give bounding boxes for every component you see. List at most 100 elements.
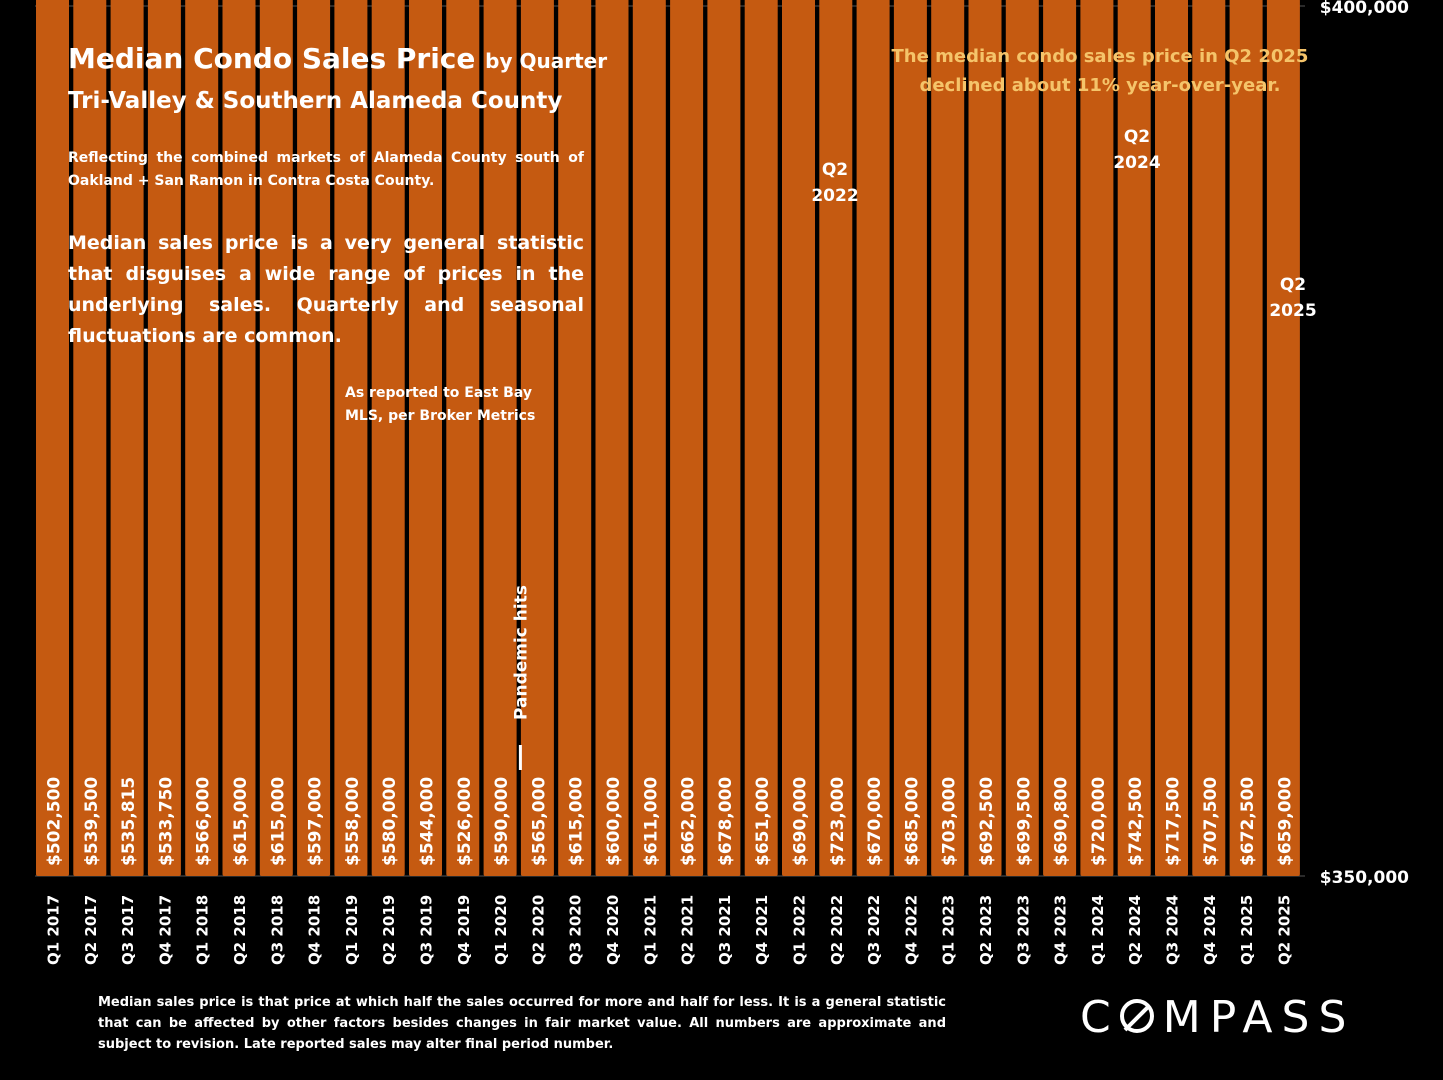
x-tick-label: Q1 2024	[1089, 895, 1107, 965]
bar	[782, 0, 815, 876]
bar	[893, 0, 927, 876]
logo-o-icon	[1119, 999, 1154, 1033]
y-tick-label: $400,000	[1320, 0, 1409, 18]
bar-value-label: $672,500	[1238, 777, 1258, 866]
x-tick-label: Q3 2022	[865, 895, 883, 965]
x-tick-label: Q4 2024	[1201, 895, 1219, 965]
x-tick-label: Q4 2018	[306, 895, 324, 965]
bar-value-label: $502,500	[45, 777, 65, 866]
bar-value-label: $662,000	[679, 777, 699, 866]
bar	[1117, 0, 1151, 876]
bar-value-label: $600,000	[604, 777, 624, 866]
bar	[147, 0, 181, 876]
x-tick-label: Q4 2019	[455, 895, 473, 965]
bar-value-label: $707,500	[1201, 777, 1221, 866]
bar	[1043, 0, 1077, 876]
x-tick-label: Q2 2025	[1275, 895, 1293, 965]
bar-value-label: $717,500	[1164, 777, 1184, 866]
x-tick-label: Q2 2020	[529, 895, 547, 965]
bar	[968, 0, 1002, 876]
bar	[558, 0, 592, 876]
bar	[297, 0, 331, 876]
logo-letter-c: C	[1080, 992, 1120, 1043]
statistic-note: Median sales price is a very general sta…	[68, 232, 584, 347]
bar-value-label: $692,500	[977, 777, 997, 866]
x-tick-label: Q4 2022	[902, 895, 920, 965]
x-tick-label: Q3 2023	[1014, 895, 1032, 965]
bar-value-label: $742,500	[1126, 777, 1146, 866]
bar-value-label: $565,000	[529, 777, 549, 866]
chart-title-suffix: by Quarter	[485, 49, 608, 73]
x-tick-label: Q3 2017	[119, 895, 137, 965]
bar	[1005, 0, 1039, 876]
x-tick-label: Q3 2018	[268, 895, 286, 965]
bar-value-label: $580,000	[380, 777, 400, 866]
source-line-2: MLS, per Broker Metrics	[345, 408, 536, 424]
x-tick-label: Q1 2021	[641, 895, 659, 965]
bar-value-label: $690,000	[791, 777, 811, 866]
x-tick-label: Q4 2021	[753, 895, 771, 965]
bar	[1266, 0, 1300, 876]
source-note: As reported to East Bay MLS, per Broker …	[345, 382, 535, 428]
bar-value-label: $597,000	[306, 777, 326, 866]
bar-value-label: $720,000	[1089, 777, 1109, 866]
bar-value-label: $699,500	[1014, 777, 1034, 866]
bar	[36, 0, 69, 876]
bar-value-label: $651,000	[753, 777, 773, 866]
bar	[1080, 0, 1114, 876]
callout-q2-2025-line-1: Q2	[1279, 275, 1307, 295]
x-tick-label: Q1 2019	[343, 895, 361, 965]
headline-line-1: The median condo sales price in Q2 2025	[891, 46, 1309, 67]
headline-callout: The median condo sales price in Q2 2025 …	[850, 42, 1350, 100]
x-tick-label: Q1 2022	[791, 895, 809, 965]
bar-value-label: $615,000	[268, 777, 288, 866]
bar	[931, 0, 965, 876]
bar	[259, 0, 293, 876]
callout-q2-2022-line-1: Q2	[821, 160, 849, 180]
bar	[707, 0, 741, 876]
bar-value-label: $703,000	[940, 777, 960, 866]
chart-title-text: Median Condo Sales Price	[68, 42, 476, 75]
bar-value-label: $526,000	[455, 777, 475, 866]
x-tick-label: Q2 2017	[82, 895, 100, 965]
bar	[185, 0, 219, 876]
bar	[819, 0, 853, 876]
logo-text: MPASS	[1162, 992, 1356, 1043]
bar-value-label: $590,000	[492, 777, 512, 866]
bar	[222, 0, 256, 876]
bar	[1229, 0, 1263, 876]
bar-value-label: $685,000	[902, 777, 922, 866]
bar-value-label: $566,000	[194, 777, 214, 866]
bar-value-label: $539,500	[82, 777, 102, 866]
x-tick-label: Q2 2024	[1126, 895, 1144, 965]
chart-subtitle: Tri-Valley & Southern Alameda County	[68, 88, 563, 114]
callout-q2-2022-line-2: 2022	[811, 186, 859, 206]
x-tick-label: Q1 2017	[45, 895, 63, 965]
bar-value-label: $723,000	[828, 777, 848, 866]
bar-value-label: $535,815	[119, 777, 139, 866]
y-tick-label: $350,000	[1320, 868, 1409, 888]
bar-value-label: $659,000	[1275, 777, 1295, 866]
x-tick-label: Q3 2019	[418, 895, 436, 965]
bar-value-label: $533,750	[156, 777, 176, 866]
x-tick-label: Q3 2020	[567, 895, 585, 965]
callout-q2-2022: Q2 2022	[800, 157, 870, 209]
x-tick-label: Q3 2024	[1164, 895, 1182, 965]
bar	[856, 0, 890, 876]
pandemic-annotation: Pandemic hits	[511, 585, 531, 720]
bar	[1192, 0, 1226, 876]
chart-title: Median Condo Sales Price by Quarter	[68, 42, 607, 75]
x-tick-label: Q1 2023	[940, 895, 958, 965]
x-tick-label: Q2 2022	[828, 895, 846, 965]
x-tick-label: Q4 2017	[156, 895, 174, 965]
bar-value-label: $690,800	[1052, 777, 1072, 866]
bar	[334, 0, 368, 876]
bar	[371, 0, 405, 876]
x-tick-label: Q2 2023	[977, 895, 995, 965]
bar-value-label: $615,000	[231, 777, 251, 866]
callout-q2-2024-line-2: 2024	[1113, 153, 1161, 173]
bar	[110, 0, 144, 876]
bar	[670, 0, 704, 876]
x-tick-label: Q1 2020	[492, 895, 510, 965]
callout-q2-2025: Q2 2025	[1258, 272, 1328, 324]
